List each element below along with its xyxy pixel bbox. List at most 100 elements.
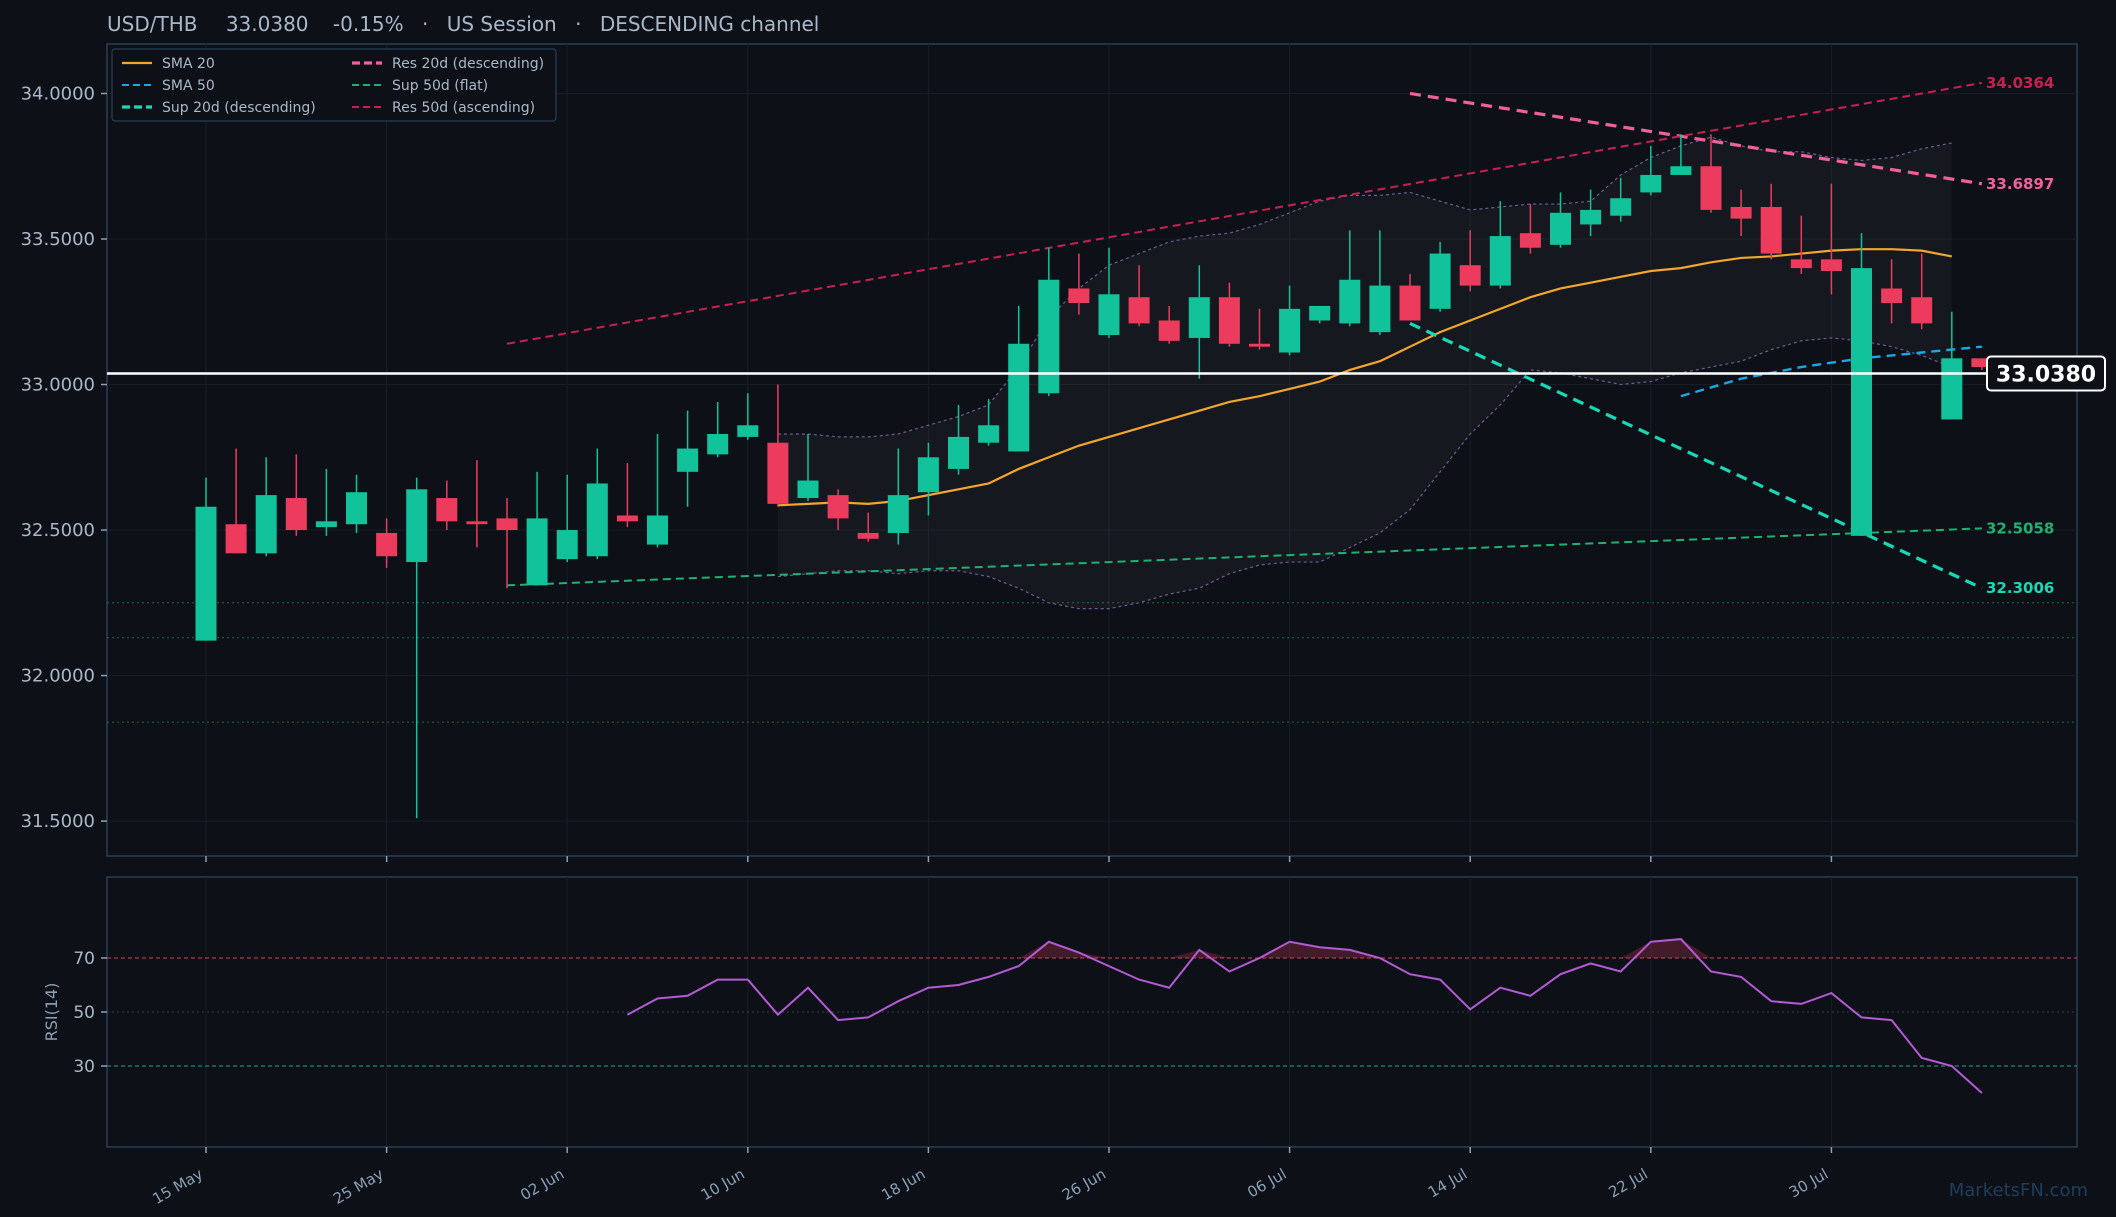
rsi-tick-label: 70 [73,949,95,969]
candle-bull [1580,209,1602,225]
x-tick-label: 14 Jul [1425,1165,1470,1202]
candle-bear [1760,206,1782,254]
chart-header: USD/THB 33.0380 -0.15% · US Session · DE… [107,12,819,36]
indicator-lines [506,81,1983,590]
level-label: 32.5058 [1986,519,2054,537]
rsi-overbought-fill [1018,941,1049,958]
x-tick-label: 15 May [149,1165,206,1208]
bollinger-edge [777,337,1953,610]
rsi-axis-label: RSI(14) [42,983,61,1042]
legend-label: Res 50d (ascending) [392,100,535,116]
candle-bear [1730,206,1752,219]
candle-bull [797,480,819,499]
legend-label: SMA 20 [162,56,215,72]
candle-bull [1309,305,1331,321]
candle-bull [647,515,668,545]
candle-bull [1640,174,1662,193]
dotted-levels [107,602,2077,723]
legend-label: Sup 50d (flat) [392,78,488,94]
candle-bull [346,492,367,525]
line-res-20d-descending [1409,91,1983,186]
x-tick-label: 02 Jun [517,1165,567,1204]
candle-bull [1188,297,1210,338]
legend: SMA 20 Res 20d (descending) SMA 50 Sup 50d … [111,48,557,122]
last-price-tag [1986,355,2106,392]
change-label: -0.15% [333,12,404,36]
candle-bull [526,518,548,586]
y-tick-label: 31.5000 [21,811,95,832]
candle-bear [1249,343,1270,347]
candle-bull [948,436,969,469]
x-tick-label: 26 Jun [1059,1165,1109,1204]
grid [107,44,2077,1147]
level-label: 33.6897 [1986,175,2054,193]
session-label: US Session [447,12,557,36]
candle-bear [1790,259,1812,269]
pair-label: USD/THB [107,12,197,36]
x-tick-label: 22 Jul [1605,1165,1650,1202]
candle-bear [1519,233,1541,248]
candles [195,134,1993,819]
candle-bear [466,521,488,525]
candle-bull [1670,166,1692,175]
x-tick-label: 06 Jul [1244,1165,1289,1202]
candle-bull [1008,343,1030,452]
candle-bull [315,521,337,528]
candle-bear [1700,166,1722,210]
candle-bear [1218,297,1240,344]
candle-bear [376,532,398,557]
candle-bull [978,425,1000,443]
candle-bear [1459,265,1481,286]
candle-bear [1158,320,1180,341]
candle-bear [225,524,247,554]
y-tick-label: 33.0000 [21,375,95,396]
candle-bull [556,530,578,560]
level-label: 32.3006 [1986,579,2054,597]
line-sma-20 [777,248,1953,507]
separator: · [422,12,428,36]
last-price: 33.0380 [107,355,2106,392]
price-panel [106,43,2078,857]
candle-bull [887,495,909,533]
candle-bull [1550,212,1571,245]
rsi-tick-label: 30 [73,1057,95,1077]
pattern-label: DESCENDING channel [600,12,820,36]
candle-bear [827,495,849,519]
candle-bull [1279,308,1301,353]
candle-bull [917,457,939,493]
candle-bear [857,532,879,539]
y-tick-label: 32.5000 [21,520,95,541]
candle-bear [616,515,638,522]
candle-bull [1941,358,1963,420]
rsi-overbought-fill [1289,941,1320,958]
candle-bull [1429,253,1451,309]
legend-label: Sup 20d (descending) [162,100,316,116]
rsi-tick-label: 50 [73,1003,95,1023]
x-tick-label: 25 May [330,1165,387,1208]
candle-bear [496,518,518,531]
y-tick-label: 33.5000 [21,229,95,250]
line-res-50d-ascending [506,81,1983,345]
last-price-tag-label: 33.0380 [1996,362,2096,387]
watermark: MarketsFN.com [1949,1180,2088,1201]
legend-box [111,48,557,122]
candle-bear [1911,297,1933,324]
candle-bear [1971,358,1993,368]
separator: · [575,12,581,36]
x-tick-label: 10 Jun [698,1165,748,1204]
candle-bear [285,498,307,531]
candle-bear [1068,288,1090,304]
line-sma-50 [1680,345,1983,398]
price-label: 33.0380 [226,12,309,36]
candle-bear [767,442,789,504]
rsi-overbought-fill [1650,939,1681,958]
y-tick-label: 32.0000 [21,666,95,687]
candle-bear [1128,297,1150,324]
legend-label: SMA 50 [162,78,215,94]
candle-bear [436,498,458,522]
candle-bull [677,448,699,472]
candle-bull [1851,268,1872,536]
level-label: 34.0364 [1986,74,2054,92]
